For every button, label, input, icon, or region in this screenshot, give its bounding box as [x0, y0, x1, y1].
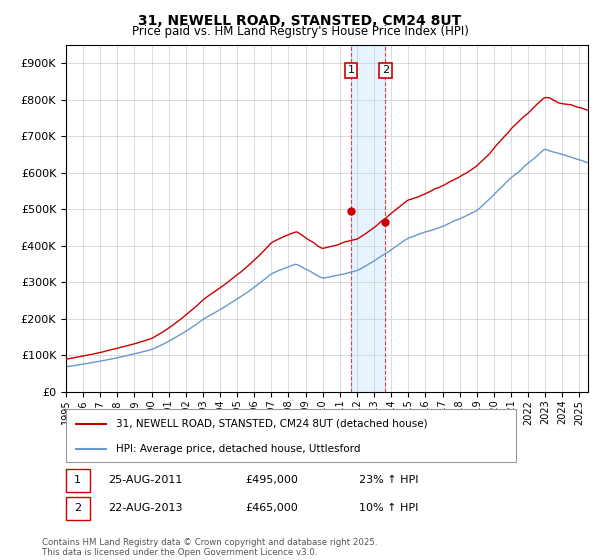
Text: 23% ↑ HPI: 23% ↑ HPI — [359, 475, 418, 485]
Text: Contains HM Land Registry data © Crown copyright and database right 2025.
This d: Contains HM Land Registry data © Crown c… — [42, 538, 377, 557]
FancyBboxPatch shape — [66, 409, 516, 462]
Text: 25-AUG-2011: 25-AUG-2011 — [109, 475, 183, 485]
Text: HPI: Average price, detached house, Uttlesford: HPI: Average price, detached house, Uttl… — [115, 444, 360, 454]
Text: 2: 2 — [382, 66, 389, 76]
Text: 1: 1 — [74, 475, 82, 485]
Text: £495,000: £495,000 — [245, 475, 298, 485]
Text: 22-AUG-2013: 22-AUG-2013 — [109, 503, 183, 513]
FancyBboxPatch shape — [66, 469, 89, 492]
Text: 1: 1 — [347, 66, 355, 76]
Text: Price paid vs. HM Land Registry's House Price Index (HPI): Price paid vs. HM Land Registry's House … — [131, 25, 469, 38]
Text: 31, NEWELL ROAD, STANSTED, CM24 8UT (detached house): 31, NEWELL ROAD, STANSTED, CM24 8UT (det… — [115, 419, 427, 429]
Text: 31, NEWELL ROAD, STANSTED, CM24 8UT: 31, NEWELL ROAD, STANSTED, CM24 8UT — [139, 14, 461, 28]
Bar — [351, 45, 385, 392]
Text: £465,000: £465,000 — [245, 503, 298, 513]
Text: 2: 2 — [74, 503, 82, 513]
FancyBboxPatch shape — [66, 497, 89, 520]
Text: 10% ↑ HPI: 10% ↑ HPI — [359, 503, 418, 513]
